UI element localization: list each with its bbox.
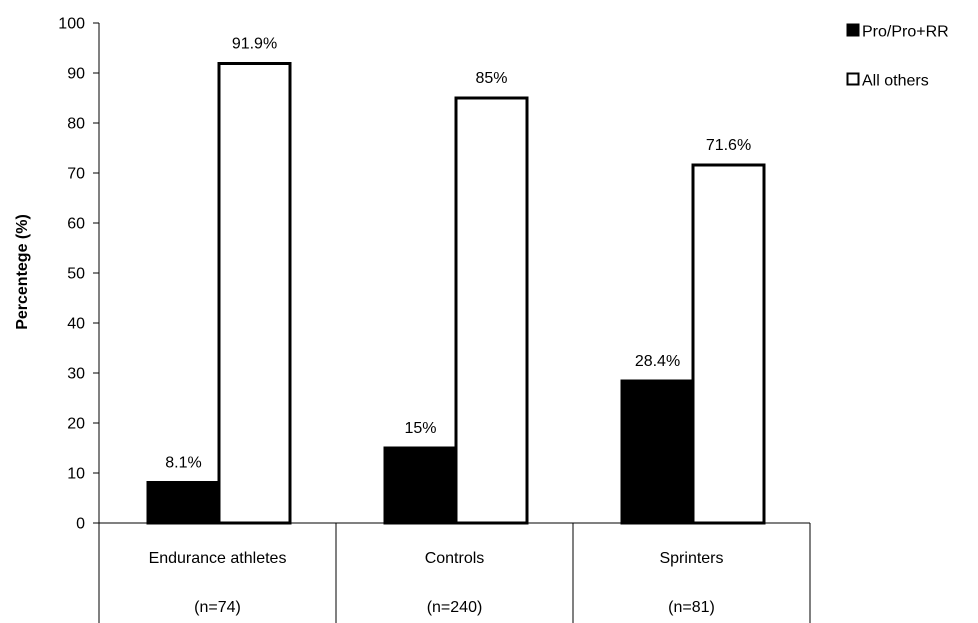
y-tick-label: 80 bbox=[67, 116, 85, 133]
y-tick-label: 70 bbox=[67, 166, 85, 183]
bar-value-label: 71.6% bbox=[706, 137, 751, 154]
x-category-sublabel: (n=240) bbox=[427, 599, 483, 616]
y-tick-label: 60 bbox=[67, 216, 85, 233]
y-tick-label: 0 bbox=[76, 516, 85, 533]
bar-value-label: 91.9% bbox=[232, 36, 277, 53]
legend-swatch bbox=[846, 23, 860, 37]
bar-others bbox=[454, 96, 529, 525]
bar-value-label: 15% bbox=[404, 420, 436, 437]
bar-others bbox=[691, 163, 766, 525]
y-tick-label: 40 bbox=[67, 316, 85, 333]
legend: Pro/Pro+RR All others bbox=[846, 23, 949, 90]
legend-label: All others bbox=[862, 73, 929, 90]
x-category-label: Controls bbox=[425, 550, 485, 567]
legend-swatch bbox=[846, 72, 860, 86]
bar-labels: 8.1% 15% 28.4% 91.9% 85% 71.6% bbox=[165, 36, 751, 472]
y-tick-label: 90 bbox=[67, 66, 85, 83]
bar-value-label: 28.4% bbox=[635, 353, 680, 370]
bars bbox=[146, 62, 766, 525]
y-ticks: 0 10 20 30 40 50 60 70 80 90 100 bbox=[58, 16, 99, 533]
y-tick-label: 100 bbox=[58, 16, 85, 33]
x-categories: Endurance athletes (n=74) Controls (n=240) S… bbox=[149, 550, 724, 616]
x-category-label: Sprinters bbox=[659, 550, 723, 567]
bar-pro bbox=[620, 379, 695, 525]
y-tick-label: 30 bbox=[67, 366, 85, 383]
bar-value-label: 8.1% bbox=[165, 455, 201, 472]
y-tick-label: 10 bbox=[67, 466, 85, 483]
bar-pro bbox=[383, 446, 458, 525]
y-axis-label: Percentege (%) bbox=[14, 214, 31, 330]
y-tick-label: 20 bbox=[67, 416, 85, 433]
legend-label: Pro/Pro+RR bbox=[862, 24, 949, 41]
x-category-label: Endurance athletes bbox=[149, 550, 287, 567]
x-category-sublabel: (n=81) bbox=[668, 599, 715, 616]
y-axis-label-group: Percentege (%) bbox=[14, 214, 31, 330]
bar-pro bbox=[146, 481, 221, 525]
x-category-sublabel: (n=74) bbox=[194, 599, 241, 616]
bar-value-label: 85% bbox=[475, 70, 507, 87]
bar-others bbox=[217, 62, 292, 525]
y-tick-label: 50 bbox=[67, 266, 85, 283]
